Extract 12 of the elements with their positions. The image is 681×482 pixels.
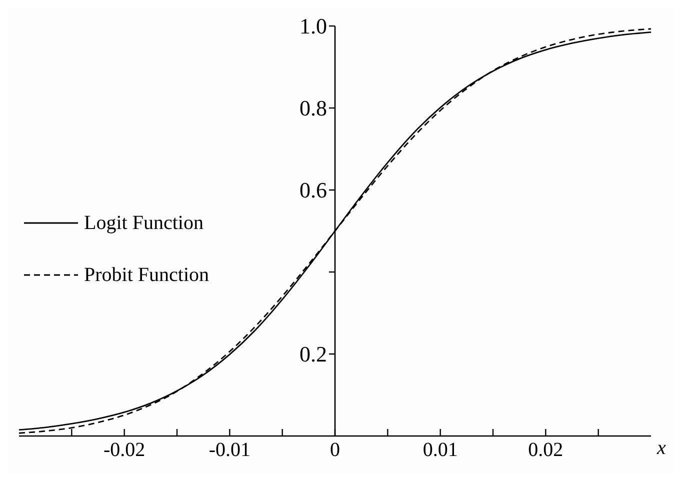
x-tick-label: 0 bbox=[330, 439, 340, 461]
legend-label: Probit Function bbox=[84, 264, 210, 286]
x-tick-label: 0.02 bbox=[528, 439, 564, 461]
y-tick-label: 0.2 bbox=[300, 342, 327, 367]
x-tick-label: 0.01 bbox=[422, 439, 458, 461]
x-tick-label: -0.02 bbox=[103, 439, 146, 461]
y-tick-label: 0.8 bbox=[300, 96, 327, 121]
x-axis-title: x bbox=[656, 437, 666, 459]
legend-label: Logit Function bbox=[84, 212, 204, 234]
y-tick-label: 1.0 bbox=[300, 14, 327, 39]
y-tick-label: 0.6 bbox=[300, 178, 327, 203]
x-tick-label: -0.01 bbox=[208, 439, 251, 461]
